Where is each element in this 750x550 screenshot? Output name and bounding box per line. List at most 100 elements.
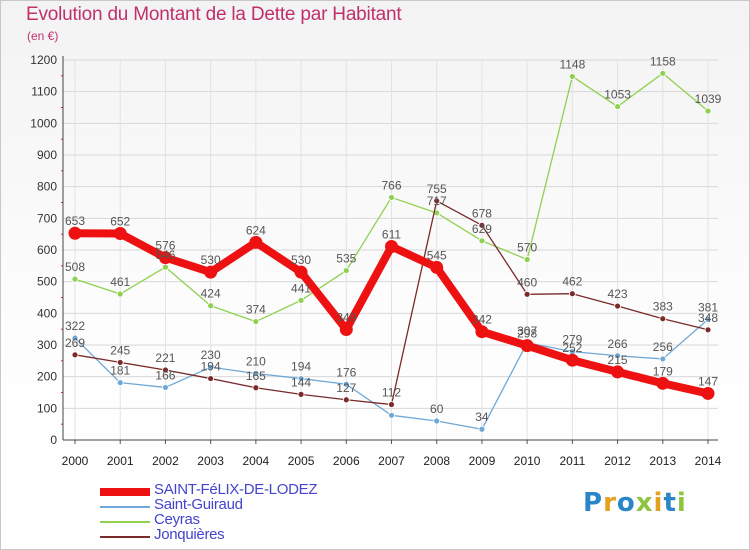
data-point-saint-fe-lix-de-lodez [611, 365, 625, 379]
data-label-saint-fe-lix-de-lodez: 349 [336, 310, 356, 324]
y-tick-label: 300 [37, 338, 57, 352]
data-point-saint-fe-lix-de-lodez [656, 376, 670, 390]
data-label-jonquie-res: 383 [653, 300, 673, 314]
y-tick-label: 200 [37, 370, 57, 384]
brand-logo-letter: P [583, 488, 604, 518]
x-tick-label: 2014 [695, 454, 722, 468]
data-label-ceyras: 508 [65, 260, 85, 274]
data-label-saint-guiraud: 60 [430, 402, 444, 416]
data-point-ceyras [207, 302, 215, 310]
data-label-saint-guiraud: 210 [246, 355, 266, 369]
data-label-saint-fe-lix-de-lodez: 652 [110, 215, 130, 229]
x-tick-label: 2012 [604, 454, 631, 468]
data-label-jonquie-res: 221 [155, 351, 175, 365]
brand-logo-letter: x [635, 488, 654, 518]
y-tick-label: 900 [37, 148, 57, 162]
y-tick-label: 100 [37, 401, 57, 415]
data-point-ceyras [478, 237, 486, 245]
data-point-saint-fe-lix-de-lodez [475, 325, 489, 339]
data-point-saint-guiraud [659, 355, 667, 363]
data-point-ceyras [388, 194, 395, 201]
data-point-ceyras [252, 318, 260, 325]
brand-logo-letter: o [616, 488, 636, 518]
y-tick-label: 800 [37, 180, 57, 194]
data-label-ceyras: 1053 [604, 88, 631, 102]
data-label-jonquie-res: 165 [246, 369, 266, 383]
data-label-ceyras: 424 [201, 287, 221, 301]
data-label-saint-guiraud: 181 [110, 364, 130, 378]
data-point-saint-guiraud [433, 417, 441, 425]
x-tick-label: 2005 [288, 454, 315, 468]
data-point-jonquie-res [523, 290, 531, 298]
brand-logo: Proxiti [583, 488, 687, 518]
data-label-ceyras: 717 [427, 194, 447, 208]
data-label-ceyras: 629 [472, 222, 492, 236]
data-label-jonquie-res: 678 [472, 206, 492, 220]
data-label-saint-guiraud: 279 [562, 333, 582, 347]
data-label-jonquie-res: 269 [65, 336, 85, 350]
data-point-ceyras [704, 107, 712, 115]
data-point-saint-fe-lix-de-lodez [204, 265, 218, 279]
legend-swatch [100, 506, 150, 508]
data-point-jonquie-res [342, 396, 350, 404]
y-tick-label: 1000 [30, 116, 57, 130]
data-point-jonquie-res [207, 375, 215, 382]
data-label-saint-fe-lix-de-lodez: 530 [291, 253, 311, 267]
data-point-jonquie-res [388, 401, 395, 408]
data-point-jonquie-res [659, 315, 667, 323]
data-label-saint-guiraud: 381 [698, 300, 718, 314]
chart-title: Evolution du Montant de la Dette par Hab… [26, 4, 402, 25]
data-label-jonquie-res: 144 [291, 375, 311, 389]
data-label-ceyras: 766 [381, 178, 401, 192]
data-point-saint-fe-lix-de-lodez [565, 353, 579, 367]
data-label-saint-fe-lix-de-lodez: 179 [653, 364, 673, 378]
data-label-ceyras: 1158 [650, 54, 676, 68]
data-label-ceyras: 1039 [695, 92, 722, 106]
data-label-jonquie-res: 462 [562, 275, 582, 289]
data-label-jonquie-res: 127 [336, 381, 356, 395]
data-point-saint-guiraud [116, 379, 124, 387]
data-point-ceyras [71, 275, 79, 283]
y-tick-label: 600 [37, 243, 57, 257]
data-point-saint-fe-lix-de-lodez [68, 226, 82, 240]
x-tick-label: 2002 [152, 454, 179, 468]
x-tick-label: 2011 [559, 454, 585, 468]
y-tick-label: 500 [37, 275, 57, 289]
data-point-saint-fe-lix-de-lodez [294, 265, 308, 279]
data-label-ceyras: 546 [155, 248, 175, 262]
data-label-ceyras: 535 [336, 252, 356, 266]
legend-label: Jonquières [154, 526, 225, 543]
x-tick-label: 2000 [62, 454, 89, 468]
y-tick-label: 1100 [31, 85, 57, 99]
data-label-ceyras: 1148 [559, 57, 585, 71]
data-point-saint-fe-lix-de-lodez [249, 235, 263, 249]
y-tick-label: 0 [50, 433, 57, 447]
data-point-saint-fe-lix-de-lodez [701, 386, 715, 400]
data-label-saint-fe-lix-de-lodez: 545 [427, 248, 447, 262]
data-label-ceyras: 441 [291, 281, 311, 295]
data-label-saint-guiraud: 176 [336, 365, 356, 379]
data-point-jonquie-res [704, 326, 712, 334]
data-point-jonquie-res [71, 351, 79, 359]
data-point-ceyras [297, 296, 305, 304]
data-point-saint-guiraud [478, 425, 486, 433]
data-point-saint-guiraud [162, 384, 169, 391]
data-label-jonquie-res: 348 [698, 311, 718, 325]
data-point-saint-guiraud [614, 352, 621, 360]
y-tick-label: 1200 [30, 53, 57, 67]
y-tick-label: 400 [37, 306, 57, 320]
data-point-jonquie-res [568, 290, 576, 298]
x-tick-label: 2007 [378, 454, 405, 468]
legend-label: Saint-Guiraud [154, 496, 243, 513]
data-label-jonquie-res: 460 [517, 275, 537, 289]
x-tick-label: 2013 [649, 454, 676, 468]
data-point-saint-guiraud [207, 363, 215, 371]
legend-label: Ceyras [154, 511, 200, 528]
data-label-saint-fe-lix-de-lodez: 342 [472, 313, 492, 327]
data-point-saint-fe-lix-de-lodez [520, 339, 534, 353]
data-label-saint-fe-lix-de-lodez: 611 [382, 228, 401, 242]
data-label-saint-guiraud: 307 [517, 324, 537, 338]
data-label-saint-guiraud: 266 [608, 337, 628, 351]
data-label-jonquie-res: 755 [427, 182, 447, 196]
data-label-saint-guiraud: 194 [291, 360, 311, 374]
